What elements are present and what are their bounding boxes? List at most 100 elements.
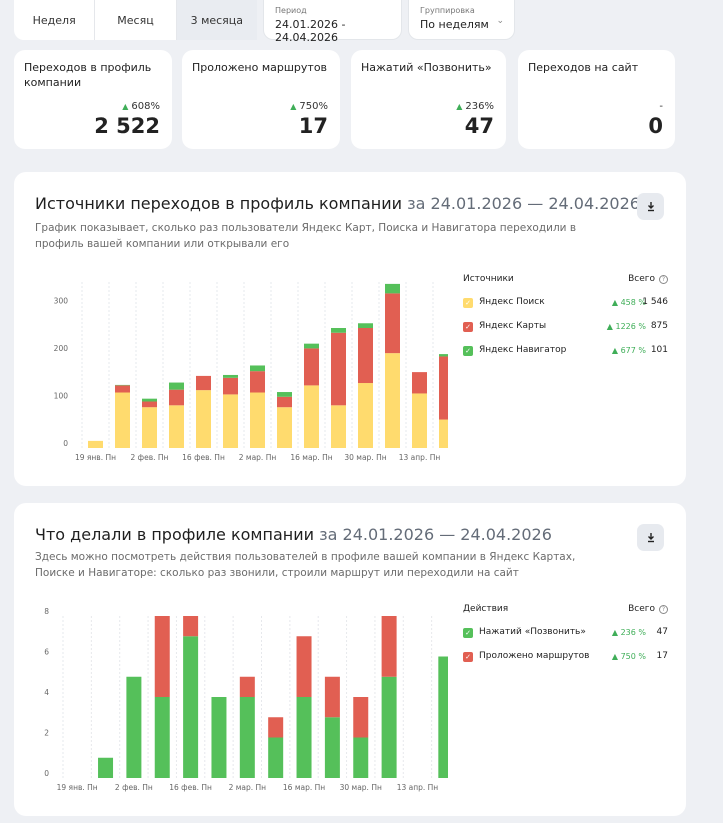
- bar-segment[interactable]: [385, 353, 400, 448]
- tab-month[interactable]: Месяц: [95, 0, 177, 40]
- checkbox-icon: ✓: [463, 346, 473, 356]
- bar-segment[interactable]: [250, 365, 265, 372]
- kpi-change-value: -: [659, 101, 663, 112]
- bar-segment[interactable]: [331, 405, 346, 448]
- legend-item-search[interactable]: ✓ Яндекс Поиск ▲ 458 % 1 546: [463, 294, 668, 318]
- bar-segment[interactable]: [169, 389, 184, 406]
- legend-change: ▲ 1226 %: [606, 322, 646, 331]
- download-button[interactable]: [637, 524, 664, 551]
- bar-segment[interactable]: [154, 616, 170, 697]
- bar-segment[interactable]: [353, 697, 369, 738]
- legend-change-value: 750 %: [620, 652, 646, 661]
- kpi-change-value: 750%: [299, 101, 328, 112]
- legend-item-maps[interactable]: ✓ Яндекс Карты ▲ 1226 % 875: [463, 318, 668, 342]
- bar-segment[interactable]: [385, 293, 400, 354]
- bar-segment[interactable]: [412, 372, 427, 394]
- bar-segment[interactable]: [277, 396, 292, 408]
- legend-change: ▲ 458 %: [611, 298, 646, 307]
- bar-segment[interactable]: [304, 385, 319, 448]
- bar-segment[interactable]: [268, 737, 284, 779]
- arrow-up-icon: ▲: [290, 102, 297, 111]
- help-icon[interactable]: ?: [659, 605, 668, 614]
- bar-segment[interactable]: [331, 332, 346, 406]
- bar-segment[interactable]: [438, 656, 448, 779]
- bar-segment[interactable]: [223, 394, 238, 448]
- download-icon: [647, 533, 654, 543]
- bar-segment[interactable]: [250, 392, 265, 448]
- period-picker[interactable]: Период 24.01.2026 - 24.04.2026: [263, 0, 402, 44]
- kpi-value: 2 522: [94, 114, 160, 138]
- grouping-select[interactable]: Группировка По неделям ⌄: [408, 0, 515, 40]
- tab-week[interactable]: Неделя: [14, 0, 96, 40]
- bar-segment[interactable]: [154, 697, 170, 778]
- actions-legend: Действия Всего? ✓ Нажатий «Позвонить» ▲ 236…: [463, 604, 668, 672]
- legend-title: Действия: [463, 604, 509, 614]
- tab-3-months[interactable]: 3 месяца: [176, 0, 257, 40]
- bar-segment[interactable]: [239, 697, 255, 778]
- bar-segment[interactable]: [381, 616, 397, 677]
- bar-segment[interactable]: [358, 323, 373, 329]
- bar-segment[interactable]: [98, 757, 114, 778]
- legend-count: 875: [650, 321, 668, 331]
- bar-segment[interactable]: [196, 390, 211, 448]
- kpi-card-calls: Нажатий «Позвонить» ▲ 236% 47: [351, 50, 506, 149]
- bar-segment[interactable]: [142, 401, 157, 408]
- bar-segment[interactable]: [142, 407, 157, 448]
- bar-segment[interactable]: [358, 383, 373, 448]
- bar-segment[interactable]: [385, 283, 400, 294]
- legend-item-calls[interactable]: ✓ Нажатий «Позвонить» ▲ 236 % 47: [463, 624, 668, 648]
- panel-range: за 24.01.2026 — 24.04.2026: [319, 525, 552, 544]
- bar-segment[interactable]: [324, 717, 340, 778]
- bar-segment[interactable]: [304, 348, 319, 386]
- bar-segment[interactable]: [353, 737, 369, 779]
- kpi-change: ▲ 236%: [456, 101, 494, 112]
- panel-description: Здесь можно посмотреть действия пользова…: [35, 551, 576, 579]
- download-button[interactable]: [637, 193, 664, 220]
- kpi-change-value: 236%: [465, 101, 494, 112]
- help-icon[interactable]: ?: [659, 275, 668, 284]
- bar-segment[interactable]: [223, 374, 238, 378]
- bar-segment[interactable]: [115, 385, 130, 393]
- bar-segment[interactable]: [211, 697, 227, 778]
- bar-segment[interactable]: [296, 636, 312, 697]
- bar-segment[interactable]: [142, 398, 157, 402]
- bar-segment[interactable]: [439, 354, 448, 357]
- bar-segment[interactable]: [88, 440, 103, 448]
- bar-segment[interactable]: [250, 371, 265, 393]
- bar-segment[interactable]: [169, 405, 184, 448]
- x-tick-label: 19 янв. Пн: [57, 783, 98, 792]
- bar-segment[interactable]: [358, 328, 373, 384]
- bar-segment[interactable]: [331, 328, 346, 333]
- bar-segment[interactable]: [115, 392, 130, 448]
- bar-segment[interactable]: [296, 697, 312, 778]
- bar-segment[interactable]: [277, 392, 292, 397]
- x-tick-label: 2 мар. Пн: [239, 453, 277, 462]
- bar-segment[interactable]: [126, 676, 142, 778]
- bar-segment[interactable]: [304, 343, 319, 349]
- bar-segment[interactable]: [196, 375, 211, 391]
- legend-total-label: Всего: [628, 274, 655, 284]
- bar-segment[interactable]: [277, 407, 292, 448]
- kpi-title: Проложено маршрутов: [192, 61, 328, 74]
- bar-segment[interactable]: [412, 393, 427, 448]
- legend-item-routes[interactable]: ✓ Проложено маршрутов ▲ 750 % 17: [463, 648, 668, 672]
- sources-legend: Источники Всего? ✓ Яндекс Поиск ▲ 458 % 1 54…: [463, 274, 668, 366]
- legend-total-label: Всего: [628, 604, 655, 614]
- bar-segment[interactable]: [223, 377, 238, 395]
- legend-item-navigator[interactable]: ✓ Яндекс Навигатор ▲ 677 % 101: [463, 342, 668, 366]
- legend-change: ▲ 236 %: [611, 628, 646, 637]
- bar-segment[interactable]: [439, 419, 448, 448]
- x-tick-label: 13 апр. Пн: [397, 783, 439, 792]
- legend-title: Источники: [463, 274, 514, 284]
- bar-segment[interactable]: [183, 616, 199, 637]
- bar-segment[interactable]: [324, 676, 340, 718]
- bar-segment[interactable]: [439, 356, 448, 420]
- y-tick-label: 6: [44, 648, 49, 657]
- bar-segment[interactable]: [239, 676, 255, 697]
- checkbox-icon: ✓: [463, 298, 473, 308]
- bar-segment[interactable]: [381, 676, 397, 778]
- bar-segment[interactable]: [268, 717, 284, 738]
- kpi-card-profile-visits: Переходов в профиль компании ▲ 608% 2 522: [14, 50, 172, 149]
- bar-segment[interactable]: [169, 382, 184, 390]
- bar-segment[interactable]: [183, 636, 199, 778]
